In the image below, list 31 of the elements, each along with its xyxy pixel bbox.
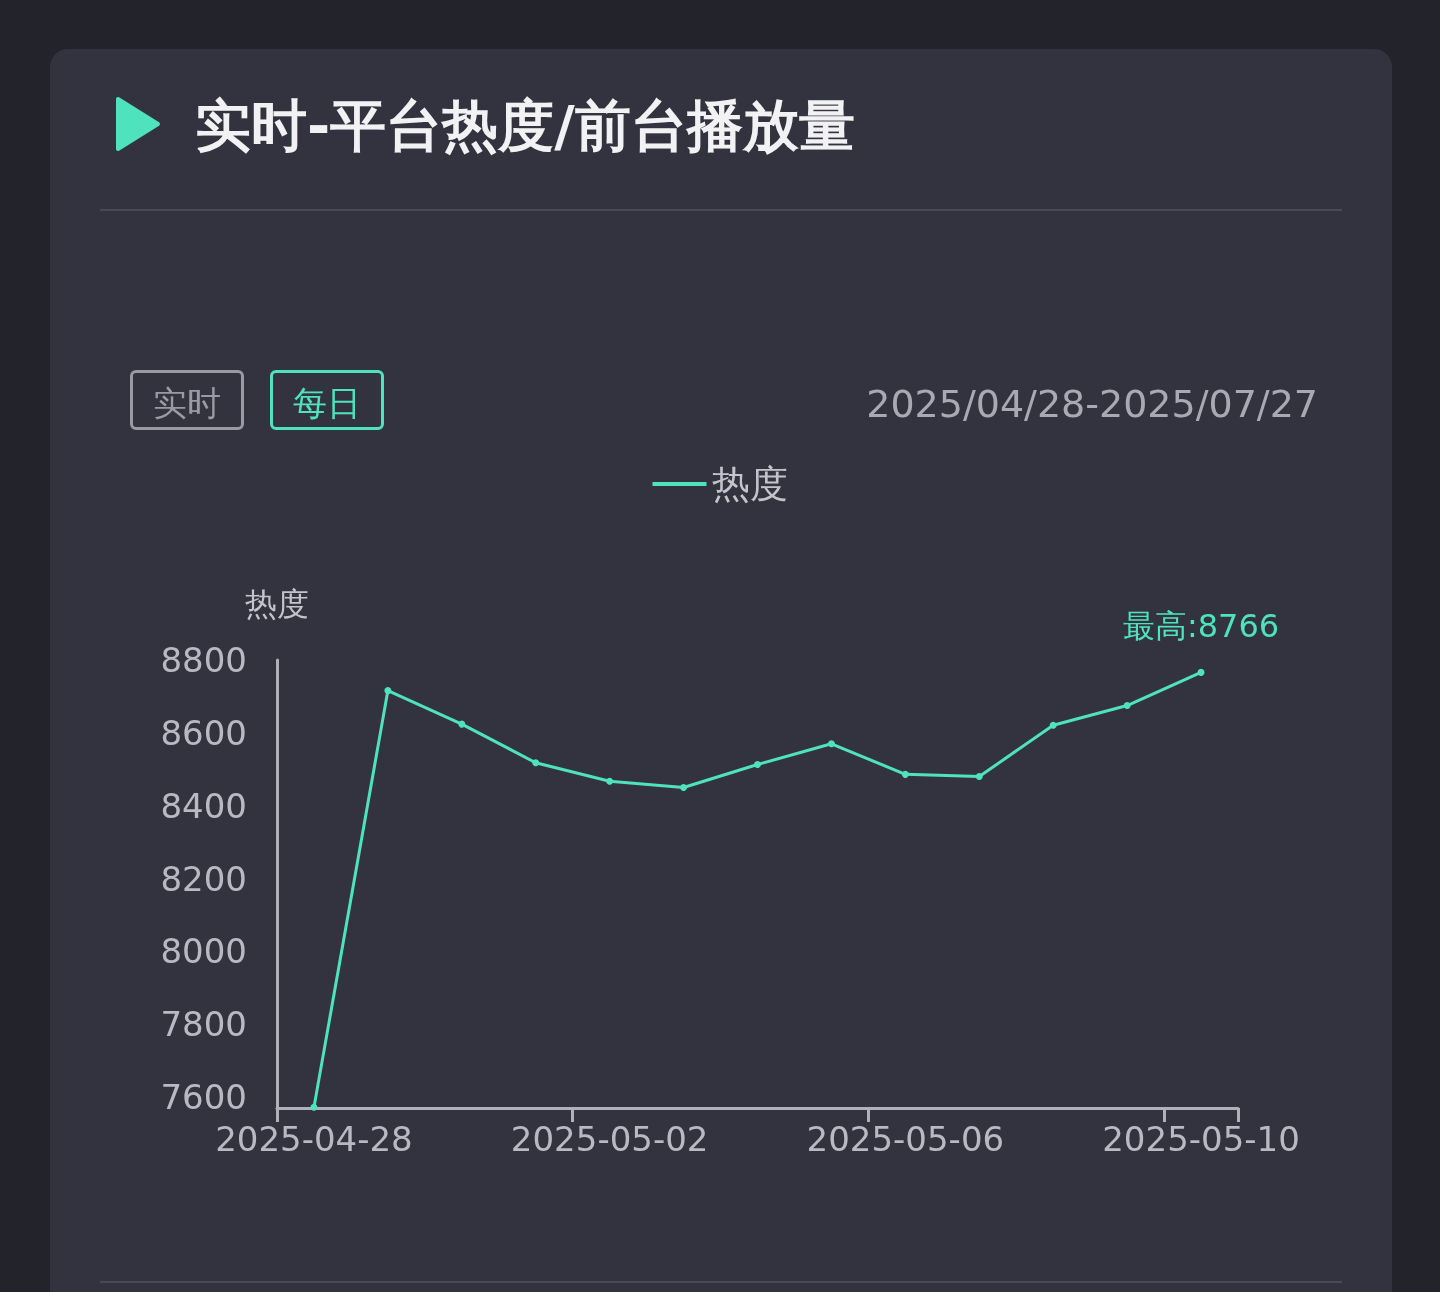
chart-title: 实时-平台热度/前台播放量 (195, 92, 855, 160)
point (1123, 702, 1131, 710)
point (827, 740, 835, 748)
x-tick-label: 2025-05-06 (806, 1119, 1005, 1159)
point (975, 773, 983, 781)
point (754, 761, 761, 769)
y-axis-title: 热度 (245, 585, 309, 623)
x-tick-label: 2025-05-10 (1102, 1119, 1300, 1159)
y-tick-label: 7800 (160, 1004, 247, 1045)
point (1049, 721, 1057, 729)
y-tick-label: 8000 (160, 931, 247, 972)
text: 实时 (130, 370, 244, 430)
x-tick-label: 2025-05-02 (510, 1119, 709, 1159)
y-tick-label: 8800 (160, 640, 247, 680)
point (458, 720, 466, 728)
point (532, 759, 540, 767)
x-tick-label: 2025-04-28 (215, 1119, 413, 1159)
legend-label: 热度 (711, 462, 788, 506)
point (606, 777, 614, 785)
annotation: 最高:8766 (1122, 606, 1280, 645)
text: 每日 (270, 370, 384, 430)
y-tick-label: 8200 (160, 858, 247, 899)
point (310, 1103, 318, 1111)
y-tick-label: 8600 (160, 712, 247, 753)
point (680, 783, 688, 791)
y-tick-label: 8400 (160, 785, 247, 826)
point (1197, 668, 1205, 676)
point (901, 770, 909, 778)
y-tick-label: 7600 (160, 1077, 247, 1118)
text: 2025/04/28-2025/07/27 (866, 382, 1318, 426)
point (384, 687, 392, 695)
